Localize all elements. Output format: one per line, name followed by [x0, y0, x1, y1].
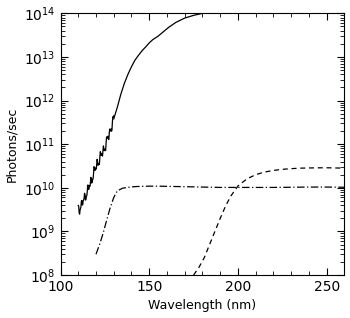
X-axis label: Wavelength (nm): Wavelength (nm) [148, 300, 257, 313]
Y-axis label: Photons/sec: Photons/sec [6, 107, 19, 182]
